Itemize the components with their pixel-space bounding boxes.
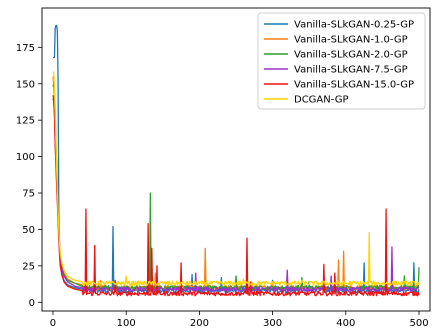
- legend-label: Vanilla-SLkGAN-0.25-GP: [294, 20, 414, 31]
- series-line-dcgan-gp: [52, 71, 420, 287]
- y-tick-label: 0: [29, 298, 35, 309]
- legend-label: Vanilla-SLkGAN-2.0-GP: [294, 50, 408, 61]
- x-tick-label: 500: [409, 318, 428, 329]
- legend-label: Vanilla-SLkGAN-1.0-GP: [294, 35, 408, 46]
- series-line-vanilla-slkgan-7-5-gp: [52, 98, 420, 292]
- x-tick-label: 200: [190, 318, 209, 329]
- series-lines: [52, 24, 420, 297]
- y-tick-label: 25: [22, 261, 35, 272]
- y-tick-label: 125: [16, 116, 35, 127]
- series-line-vanilla-slkgan-15-0-gp: [52, 95, 420, 297]
- legend-label: Vanilla-SLkGAN-7.5-GP: [294, 65, 408, 76]
- legend: Vanilla-SLkGAN-0.25-GP Vanilla-SLkGAN-1.0…: [257, 12, 426, 110]
- y-tick-label: 100: [16, 152, 35, 163]
- x-axis: 0 100 200 300 400 500: [50, 311, 429, 329]
- x-tick-label: 300: [263, 318, 282, 329]
- series-line-vanilla-slkgan-2-0-gp: [52, 83, 420, 291]
- x-tick-label: 100: [117, 318, 136, 329]
- legend-box: [257, 12, 426, 110]
- y-axis: 0 25 50 75 100 125 150 175: [16, 43, 42, 309]
- x-tick-label: 400: [336, 318, 355, 329]
- y-tick-label: 175: [16, 43, 35, 54]
- y-tick-label: 75: [22, 189, 35, 200]
- legend-label: DCGAN-GP: [294, 95, 349, 106]
- y-tick-label: 150: [16, 79, 35, 90]
- legend-label: Vanilla-SLkGAN-15.0-GP: [294, 80, 414, 91]
- x-tick-label: 0: [50, 318, 56, 329]
- y-tick-label: 50: [22, 225, 35, 236]
- plot-area-frame: [41, 7, 431, 312]
